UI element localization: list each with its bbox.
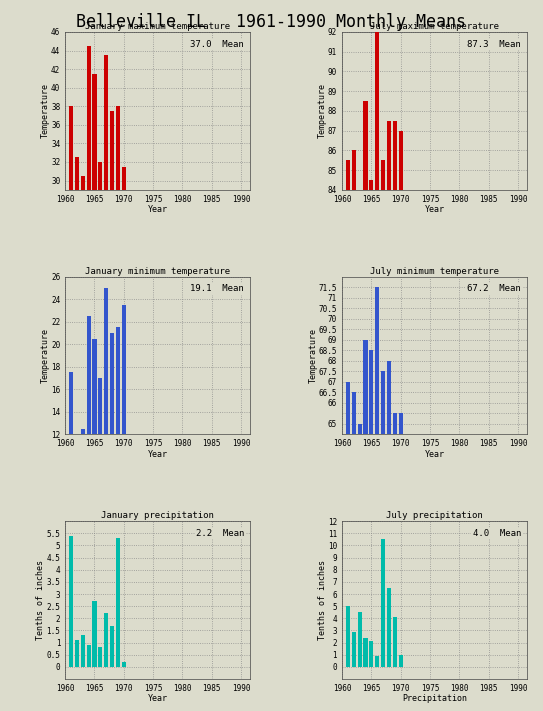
Bar [122, 166, 126, 459]
Bar [381, 371, 385, 711]
X-axis label: Year: Year [148, 449, 167, 459]
X-axis label: Year: Year [148, 694, 167, 703]
Bar [81, 429, 85, 570]
Bar [375, 287, 380, 711]
Bar [363, 340, 368, 711]
Text: 4.0  Mean: 4.0 Mean [473, 529, 521, 538]
Bar [98, 648, 103, 667]
Bar [346, 382, 350, 711]
Bar [69, 373, 73, 570]
X-axis label: Precipitation: Precipitation [402, 694, 467, 703]
Bar [399, 413, 403, 711]
Y-axis label: Tenths of inches: Tenths of inches [36, 560, 45, 640]
X-axis label: Year: Year [148, 205, 167, 214]
Bar [98, 162, 103, 459]
Bar [346, 160, 350, 711]
Bar [358, 612, 362, 667]
Text: 37.0  Mean: 37.0 Mean [191, 40, 244, 49]
Title: January minimum temperature: January minimum temperature [85, 267, 230, 276]
Text: 67.2  Mean: 67.2 Mean [468, 284, 521, 294]
Bar [346, 606, 350, 667]
Bar [381, 540, 385, 667]
Bar [122, 305, 126, 570]
Bar [75, 640, 79, 667]
Bar [381, 160, 385, 711]
Bar [393, 413, 397, 711]
Bar [110, 333, 114, 570]
Bar [352, 392, 356, 711]
Bar [393, 121, 397, 711]
Bar [399, 131, 403, 711]
Bar [81, 176, 85, 459]
Y-axis label: Temperature: Temperature [318, 83, 326, 139]
Bar [122, 662, 126, 667]
Bar [75, 157, 79, 459]
Title: January maximum temperature: January maximum temperature [85, 22, 230, 31]
Bar [116, 327, 120, 570]
Bar [369, 641, 374, 667]
Bar [387, 121, 391, 711]
Text: Belleville IL   1961-1990 Monthly Means: Belleville IL 1961-1990 Monthly Means [77, 13, 466, 31]
Bar [116, 538, 120, 667]
Bar [92, 602, 97, 667]
Bar [399, 655, 403, 667]
Bar [98, 378, 103, 570]
Bar [81, 636, 85, 667]
Bar [92, 74, 97, 459]
X-axis label: Year: Year [425, 449, 444, 459]
X-axis label: Year: Year [425, 205, 444, 214]
Bar [352, 150, 356, 711]
Bar [92, 338, 97, 570]
Text: 87.3  Mean: 87.3 Mean [468, 40, 521, 49]
Bar [375, 32, 380, 711]
Bar [86, 316, 91, 570]
Text: 19.1  Mean: 19.1 Mean [191, 284, 244, 294]
Bar [104, 614, 108, 667]
Bar [69, 536, 73, 667]
Bar [363, 638, 368, 667]
Bar [358, 424, 362, 711]
Bar [387, 588, 391, 667]
Bar [69, 106, 73, 459]
Title: July maximum temperature: July maximum temperature [370, 22, 499, 31]
Bar [393, 617, 397, 667]
Y-axis label: Tenths of inches: Tenths of inches [318, 560, 326, 640]
Bar [86, 645, 91, 667]
Bar [86, 46, 91, 459]
Bar [363, 101, 368, 711]
Y-axis label: Temperature: Temperature [41, 328, 49, 383]
Bar [352, 631, 356, 667]
Title: January precipitation: January precipitation [101, 511, 214, 520]
Bar [104, 55, 108, 459]
Y-axis label: Temperature: Temperature [308, 328, 317, 383]
Bar [369, 180, 374, 711]
Bar [358, 269, 362, 711]
Y-axis label: Temperature: Temperature [41, 83, 49, 139]
Bar [116, 106, 120, 459]
Title: July precipitation: July precipitation [386, 511, 483, 520]
Bar [75, 434, 79, 570]
Bar [110, 626, 114, 667]
Title: July minimum temperature: July minimum temperature [370, 267, 499, 276]
Bar [369, 351, 374, 711]
Bar [110, 111, 114, 459]
Bar [375, 656, 380, 667]
Bar [104, 288, 108, 570]
Text: 2.2  Mean: 2.2 Mean [196, 529, 244, 538]
Bar [387, 360, 391, 711]
